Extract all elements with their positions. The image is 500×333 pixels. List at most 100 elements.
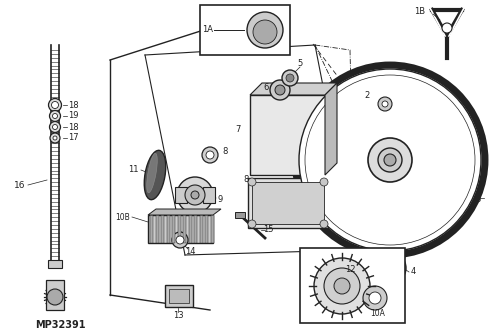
Circle shape bbox=[320, 220, 328, 228]
Bar bbox=[172, 215, 175, 243]
Polygon shape bbox=[248, 178, 328, 228]
Text: 4: 4 bbox=[410, 267, 416, 276]
Bar bbox=[184, 215, 186, 243]
Text: 15: 15 bbox=[263, 225, 273, 234]
Polygon shape bbox=[203, 187, 215, 203]
Text: 14: 14 bbox=[185, 247, 195, 256]
Circle shape bbox=[50, 122, 60, 133]
Bar bbox=[166, 215, 170, 243]
Text: 12: 12 bbox=[345, 265, 355, 274]
Ellipse shape bbox=[144, 150, 166, 200]
Bar bbox=[194, 215, 198, 243]
Text: MP32391: MP32391 bbox=[35, 320, 86, 330]
Bar bbox=[200, 5, 290, 55]
Circle shape bbox=[386, 264, 394, 272]
Circle shape bbox=[369, 292, 381, 304]
Circle shape bbox=[378, 97, 392, 111]
Circle shape bbox=[368, 138, 412, 182]
Text: 7: 7 bbox=[236, 126, 240, 135]
Bar bbox=[206, 215, 208, 243]
Circle shape bbox=[275, 85, 285, 95]
Circle shape bbox=[396, 273, 402, 279]
Text: 17: 17 bbox=[68, 134, 78, 143]
Bar bbox=[178, 215, 180, 243]
Bar bbox=[300, 248, 405, 323]
Circle shape bbox=[185, 185, 205, 205]
Circle shape bbox=[248, 178, 256, 186]
Text: 6: 6 bbox=[264, 84, 268, 93]
Circle shape bbox=[247, 12, 283, 48]
Circle shape bbox=[47, 289, 63, 305]
Circle shape bbox=[52, 125, 58, 130]
Circle shape bbox=[50, 111, 60, 122]
Circle shape bbox=[324, 268, 360, 304]
Polygon shape bbox=[175, 187, 187, 203]
Text: 16: 16 bbox=[14, 180, 26, 189]
Circle shape bbox=[384, 154, 396, 166]
Text: 1A: 1A bbox=[202, 26, 213, 35]
Circle shape bbox=[382, 101, 388, 107]
Circle shape bbox=[253, 20, 277, 44]
Circle shape bbox=[363, 286, 387, 310]
Circle shape bbox=[206, 151, 214, 159]
Circle shape bbox=[172, 232, 188, 248]
Circle shape bbox=[50, 133, 60, 143]
Circle shape bbox=[286, 74, 294, 82]
Circle shape bbox=[299, 69, 481, 251]
Circle shape bbox=[374, 252, 406, 284]
Circle shape bbox=[378, 256, 384, 262]
Polygon shape bbox=[148, 209, 221, 215]
Circle shape bbox=[320, 178, 328, 186]
Text: 11: 11 bbox=[128, 166, 138, 174]
Circle shape bbox=[53, 136, 57, 140]
Bar bbox=[189, 215, 192, 243]
Circle shape bbox=[396, 256, 402, 262]
Text: 10B: 10B bbox=[115, 212, 130, 221]
Text: 5: 5 bbox=[298, 59, 302, 68]
Polygon shape bbox=[235, 212, 245, 218]
Bar bbox=[161, 215, 164, 243]
Circle shape bbox=[248, 220, 256, 228]
Circle shape bbox=[334, 278, 350, 294]
Bar bbox=[169, 289, 189, 303]
Text: 18: 18 bbox=[68, 123, 78, 132]
Circle shape bbox=[295, 65, 485, 255]
Circle shape bbox=[381, 259, 399, 277]
Bar bbox=[211, 215, 214, 243]
Circle shape bbox=[191, 191, 199, 199]
Polygon shape bbox=[325, 83, 337, 175]
Bar bbox=[200, 215, 203, 243]
Text: 10A: 10A bbox=[370, 308, 386, 317]
Circle shape bbox=[305, 75, 475, 245]
Circle shape bbox=[442, 23, 452, 33]
Polygon shape bbox=[250, 95, 325, 175]
Circle shape bbox=[52, 114, 58, 119]
Bar bbox=[150, 215, 153, 243]
Circle shape bbox=[48, 99, 62, 112]
Text: 8: 8 bbox=[222, 148, 228, 157]
Bar bbox=[46, 280, 64, 310]
Circle shape bbox=[378, 273, 384, 279]
Text: 8: 8 bbox=[244, 175, 248, 184]
Circle shape bbox=[52, 102, 59, 109]
Text: 2: 2 bbox=[364, 91, 370, 100]
Polygon shape bbox=[250, 83, 337, 95]
Circle shape bbox=[378, 148, 402, 172]
Bar bbox=[148, 215, 213, 243]
Text: 3: 3 bbox=[476, 195, 480, 204]
Circle shape bbox=[202, 147, 218, 163]
Circle shape bbox=[282, 70, 298, 86]
Circle shape bbox=[314, 258, 370, 314]
Text: 9: 9 bbox=[218, 195, 222, 204]
Circle shape bbox=[177, 177, 213, 213]
Text: 1B: 1B bbox=[414, 8, 426, 17]
Text: 13: 13 bbox=[172, 311, 184, 320]
Text: 19: 19 bbox=[68, 112, 78, 121]
Bar bbox=[156, 215, 158, 243]
Bar bbox=[48, 260, 62, 268]
Circle shape bbox=[176, 236, 184, 244]
Polygon shape bbox=[252, 182, 324, 224]
Bar bbox=[165, 285, 193, 307]
Circle shape bbox=[270, 80, 290, 100]
Ellipse shape bbox=[146, 153, 158, 193]
